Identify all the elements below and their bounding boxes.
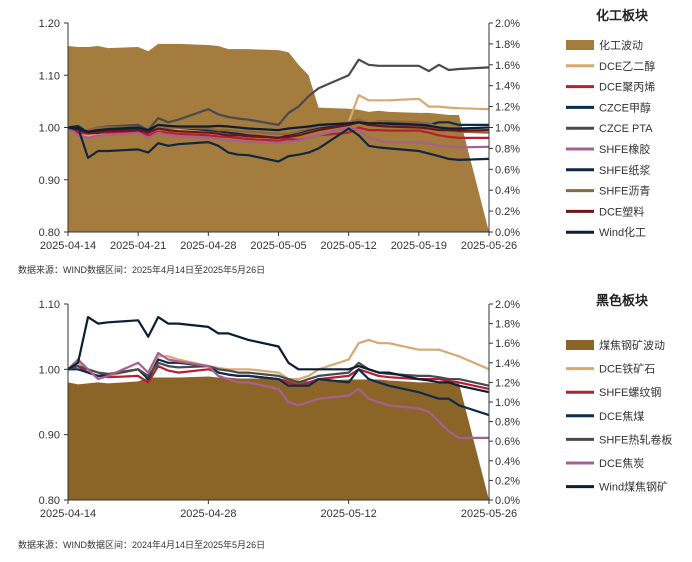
y-tick-label-left: 1.10 [39, 70, 60, 82]
x-tick-label: 2025-04-14 [40, 508, 96, 520]
y-tick-label-right: 0.4% [495, 185, 520, 197]
x-tick-label: 2025-05-12 [321, 508, 377, 520]
line-series [67, 121, 490, 133]
y-tick-label-left: 1.00 [39, 123, 60, 135]
x-tick-label: 2025-04-28 [180, 240, 236, 252]
legend-label: CZCE甲醇 [599, 100, 651, 114]
legend-label: SHFE螺纹钢 [599, 385, 661, 399]
x-tick-label: 2025-05-12 [321, 240, 377, 252]
y-tick-label-right: 0.2% [495, 206, 520, 218]
legend-label: DCE乙二醇 [599, 59, 655, 73]
legend-swatch [566, 340, 594, 350]
x-tick-label: 2025-04-28 [180, 508, 236, 520]
y-tick-label-right: 0.2% [495, 475, 520, 487]
y-tick-label-right: 0.8% [495, 417, 520, 429]
legend-label: SHFE热轧卷板 [599, 432, 672, 446]
legend-label: CZCE PTA [599, 123, 653, 135]
line-series [67, 316, 490, 394]
line-series [67, 126, 490, 149]
y-tick-label-right: 2.0% [495, 299, 520, 311]
y-tick-label-right: 0.0% [495, 495, 520, 507]
y-tick-label-right: 1.4% [495, 81, 520, 93]
x-tick-label: 2025-05-05 [250, 240, 306, 252]
legend-swatch [566, 40, 594, 50]
legend-label: SHFE沥青 [599, 185, 650, 198]
x-tick-label: 2025-04-14 [40, 240, 96, 252]
source-note: 数据来源：WIND数据区间：2025年4月14日至2025年5月26日 [18, 264, 265, 275]
y-tick-label-right: 2.0% [495, 18, 520, 30]
legend-label: SHFE纸浆 [599, 163, 650, 177]
line-series [67, 58, 490, 132]
legend-label: 化工波动 [599, 38, 643, 52]
y-tick-label-right: 1.8% [495, 319, 520, 331]
legend-title: 黑色板块 [596, 293, 649, 308]
line-series [68, 126, 490, 163]
legend-label: DCE聚丙烯 [599, 81, 655, 94]
area-series [68, 376, 489, 500]
legend-label: DCE焦煤 [599, 410, 644, 423]
y-tick-label-left: 0.80 [39, 495, 60, 507]
legend-label: Wind煤焦钢矿 [599, 481, 668, 494]
y-tick-label-left: 1.00 [39, 364, 60, 376]
y-tick-label-right: 1.6% [495, 338, 520, 350]
legend-label: Wind化工 [599, 225, 646, 239]
x-tick-label: 2025-05-26 [461, 508, 517, 520]
y-tick-label-right: 0.6% [495, 164, 520, 176]
x-tick-label: 2025-05-19 [391, 240, 447, 252]
line-series [67, 121, 490, 139]
y-tick-label-right: 1.8% [495, 39, 520, 51]
legend-label: DCE焦炭 [599, 457, 644, 470]
y-tick-label-left: 1.20 [39, 18, 60, 30]
y-tick-label-left: 0.80 [39, 227, 60, 239]
x-tick-label: 2025-04-21 [110, 240, 166, 252]
y-tick-label-right: 0.6% [495, 436, 520, 448]
y-tick-label-right: 0.8% [495, 143, 520, 155]
line-series [67, 361, 490, 387]
legend-label: DCE塑料 [599, 204, 644, 218]
y-tick-label-right: 0.4% [495, 456, 520, 468]
legend-label: 煤焦钢矿波动 [599, 339, 665, 352]
y-tick-label-left: 1.10 [39, 299, 60, 311]
y-tick-label-left: 0.90 [39, 430, 60, 442]
y-tick-label-right: 1.2% [495, 102, 520, 114]
x-tick-label: 2025-05-26 [461, 240, 517, 252]
legend-label: SHFE橡胶 [599, 142, 650, 156]
y-tick-label-right: 1.0% [495, 397, 520, 409]
line-series [67, 351, 489, 439]
y-tick-label-right: 1.2% [495, 377, 520, 389]
y-tick-label-right: 1.0% [495, 123, 520, 135]
legend-title: 化工板块 [596, 8, 649, 23]
source-note: 数据来源：WIND数据区间：2024年4月14日至2025年5月26日 [18, 539, 265, 550]
legend-label: DCE铁矿石 [599, 363, 655, 376]
y-tick-label-right: 1.6% [495, 60, 520, 72]
y-tick-label-right: 1.4% [495, 358, 520, 370]
y-tick-label-right: 0.0% [495, 227, 520, 239]
y-tick-label-left: 0.90 [39, 175, 60, 187]
